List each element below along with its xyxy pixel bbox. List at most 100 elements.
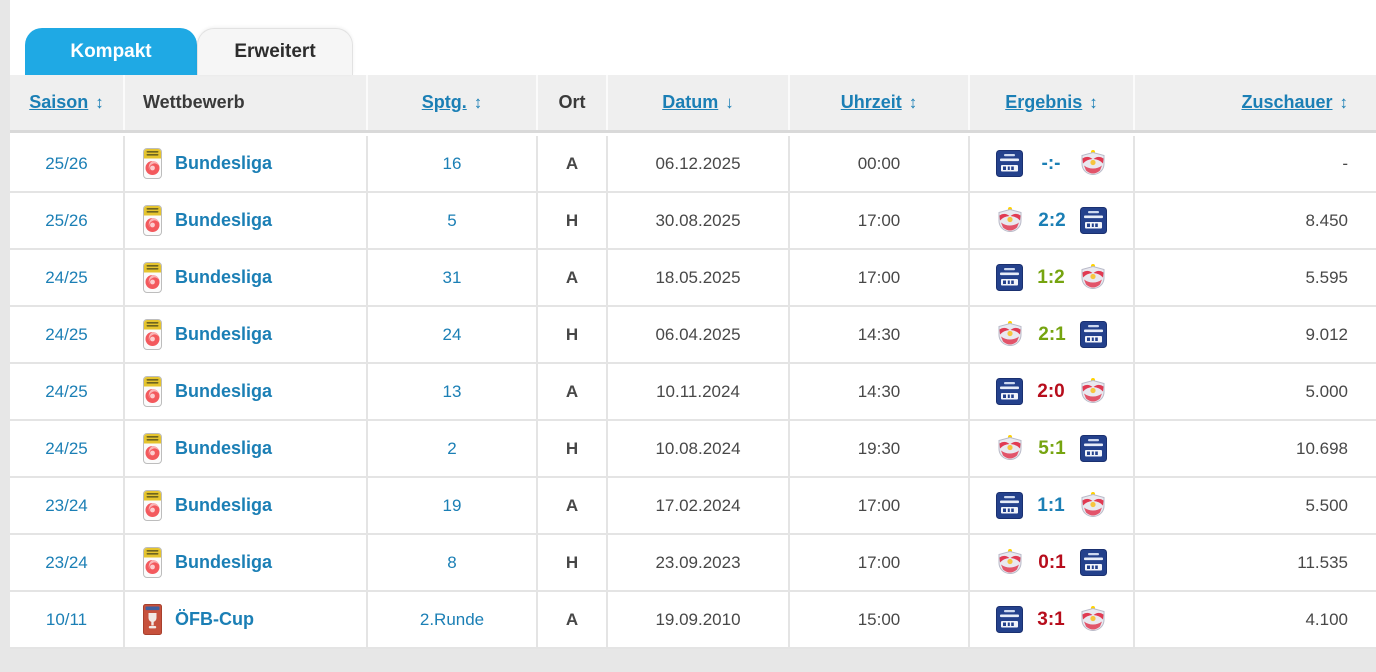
kickoff-time: 17:00: [857, 267, 901, 287]
venue-indicator: A: [565, 381, 579, 401]
score-link[interactable]: 2:2: [1038, 209, 1066, 231]
blau-weiss-linz-crest-icon[interactable]: [996, 264, 1023, 291]
matchday-link[interactable]: 8: [447, 552, 457, 572]
sort-arrow-icon[interactable]: ↕: [908, 92, 918, 112]
score-link[interactable]: 0:1: [1038, 551, 1066, 573]
sort-arrow-icon[interactable]: ↕: [473, 92, 483, 112]
table-row: 24/25 Bundesliga 24 H 06.04.2025 14:30 2…: [10, 307, 1376, 364]
saison-link[interactable]: 10/11: [45, 609, 88, 629]
blau-weiss-linz-crest-icon[interactable]: [996, 492, 1023, 519]
matchday-link[interactable]: 2: [447, 438, 457, 458]
competition-link[interactable]: Bundesliga: [175, 210, 273, 230]
matchday-link[interactable]: 19: [442, 495, 462, 515]
table-header-row: Saison ↕ Wettbewerb Sptg. ↕ Ort Datum ↓ Uhrzeit ↕…: [10, 75, 1376, 133]
table-row: 10/11 ÖFB-Cup 2.Runde A 19.09.2010 15:00…: [10, 592, 1376, 649]
wettbewerb-cell: Bundesliga: [125, 136, 368, 191]
blau-weiss-linz-crest-icon[interactable]: [996, 606, 1023, 633]
matchday-link[interactable]: 13: [442, 381, 462, 401]
score-link[interactable]: 2:1: [1038, 323, 1066, 345]
sort-link-uhrzeit[interactable]: Uhrzeit: [840, 92, 902, 112]
saison-link[interactable]: 24/25: [45, 324, 88, 344]
sort-arrow-icon[interactable]: ↓: [725, 92, 734, 112]
saison-link[interactable]: 23/24: [45, 552, 88, 572]
zuschauer-cell: -: [1135, 136, 1376, 191]
ergebnis-cell: 2:2: [970, 193, 1135, 248]
ort-cell: H: [538, 421, 608, 476]
sort-link-ergebnis[interactable]: Ergebnis: [1005, 92, 1083, 112]
matchday-link[interactable]: 5: [447, 210, 457, 230]
competition-link[interactable]: Bundesliga: [175, 438, 273, 458]
competition-link[interactable]: Bundesliga: [175, 552, 273, 572]
score-link[interactable]: -:-: [1041, 152, 1061, 174]
red-bull-salzburg-crest-icon[interactable]: [996, 320, 1024, 349]
blau-weiss-linz-crest-icon[interactable]: [1080, 549, 1107, 576]
venue-indicator: A: [565, 495, 579, 515]
red-bull-salzburg-crest-icon[interactable]: [1079, 377, 1107, 406]
score-link[interactable]: 3:1: [1037, 608, 1065, 630]
wettbewerb-cell: Bundesliga: [125, 364, 368, 419]
competition-link[interactable]: Bundesliga: [175, 381, 273, 401]
blau-weiss-linz-crest-icon[interactable]: [1080, 435, 1107, 462]
attendance: 5.595: [1305, 267, 1348, 287]
red-bull-salzburg-crest-icon[interactable]: [1079, 491, 1107, 520]
column-header-datum: Datum ↓: [608, 75, 790, 130]
saison-link[interactable]: 24/25: [45, 438, 88, 458]
table-row: 25/26 Bundesliga 5 H 30.08.2025 17:00 2:…: [10, 193, 1376, 250]
competition-link[interactable]: Bundesliga: [175, 153, 273, 173]
zuschauer-cell: 11.535: [1135, 535, 1376, 590]
sort-link-saison[interactable]: Saison: [29, 92, 89, 112]
table-row: 24/25 Bundesliga 13 A 10.11.2024 14:30 2…: [10, 364, 1376, 421]
saison-link[interactable]: 24/25: [45, 267, 88, 287]
score-link[interactable]: 2:0: [1037, 380, 1065, 402]
blau-weiss-linz-crest-icon[interactable]: [996, 378, 1023, 405]
competition-link[interactable]: ÖFB-Cup: [175, 609, 254, 629]
ergebnis-cell: 2:1: [970, 307, 1135, 362]
attendance: -: [1342, 153, 1348, 173]
ergebnis-cell: 1:2: [970, 250, 1135, 305]
matchday-link[interactable]: 24: [442, 324, 462, 344]
ort-cell: H: [538, 307, 608, 362]
column-header-ort: Ort: [538, 75, 608, 130]
competition-link[interactable]: Bundesliga: [175, 324, 273, 344]
sptg-cell: 24: [368, 307, 538, 362]
saison-link[interactable]: 23/24: [45, 495, 88, 515]
saison-link[interactable]: 25/26: [45, 210, 88, 230]
datum-cell: 19.09.2010: [608, 592, 790, 647]
blau-weiss-linz-crest-icon[interactable]: [1080, 207, 1107, 234]
sort-arrow-icon[interactable]: ↕: [1089, 92, 1098, 112]
red-bull-salzburg-crest-icon[interactable]: [996, 206, 1024, 235]
score-link[interactable]: 5:1: [1038, 437, 1066, 459]
blau-weiss-linz-crest-icon[interactable]: [1080, 321, 1107, 348]
red-bull-salzburg-crest-icon[interactable]: [1079, 263, 1107, 292]
sptg-cell: 8: [368, 535, 538, 590]
competition-link[interactable]: Bundesliga: [175, 495, 273, 515]
saison-link[interactable]: 24/25: [45, 381, 88, 401]
blau-weiss-linz-crest-icon[interactable]: [996, 150, 1023, 177]
matchday-link[interactable]: 31: [442, 267, 462, 287]
red-bull-salzburg-crest-icon[interactable]: [996, 434, 1024, 463]
matchday-link[interactable]: 2.Runde: [419, 609, 485, 629]
sort-link-zuschauer[interactable]: Zuschauer: [1241, 92, 1333, 112]
kickoff-time: 17:00: [857, 210, 901, 230]
sort-arrow-icon[interactable]: ↕: [95, 92, 104, 112]
saison-cell: 25/26: [10, 136, 125, 191]
datum-cell: 10.08.2024: [608, 421, 790, 476]
sort-link-sptg[interactable]: Sptg.: [421, 92, 467, 112]
sort-arrow-icon[interactable]: ↕: [1339, 92, 1349, 112]
red-bull-salzburg-crest-icon[interactable]: [1079, 149, 1107, 178]
red-bull-salzburg-crest-icon[interactable]: [1079, 605, 1107, 634]
datum-cell: 10.11.2024: [608, 364, 790, 419]
attendance: 11.535: [1297, 552, 1348, 572]
saison-link[interactable]: 25/26: [45, 153, 88, 173]
tab-erweitert[interactable]: Erweitert: [197, 28, 353, 75]
tab-kompakt[interactable]: Kompakt: [25, 28, 197, 75]
datum-cell: 18.05.2025: [608, 250, 790, 305]
competition-link[interactable]: Bundesliga: [175, 267, 273, 287]
sort-link-datum[interactable]: Datum: [662, 92, 719, 112]
matchday-link[interactable]: 16: [442, 153, 462, 173]
ort-cell: H: [538, 535, 608, 590]
score-link[interactable]: 1:2: [1037, 266, 1065, 288]
score-link[interactable]: 1:1: [1037, 494, 1065, 516]
table-row: 23/24 Bundesliga 19 A 17.02.2024 17:00 1…: [10, 478, 1376, 535]
red-bull-salzburg-crest-icon[interactable]: [996, 548, 1024, 577]
